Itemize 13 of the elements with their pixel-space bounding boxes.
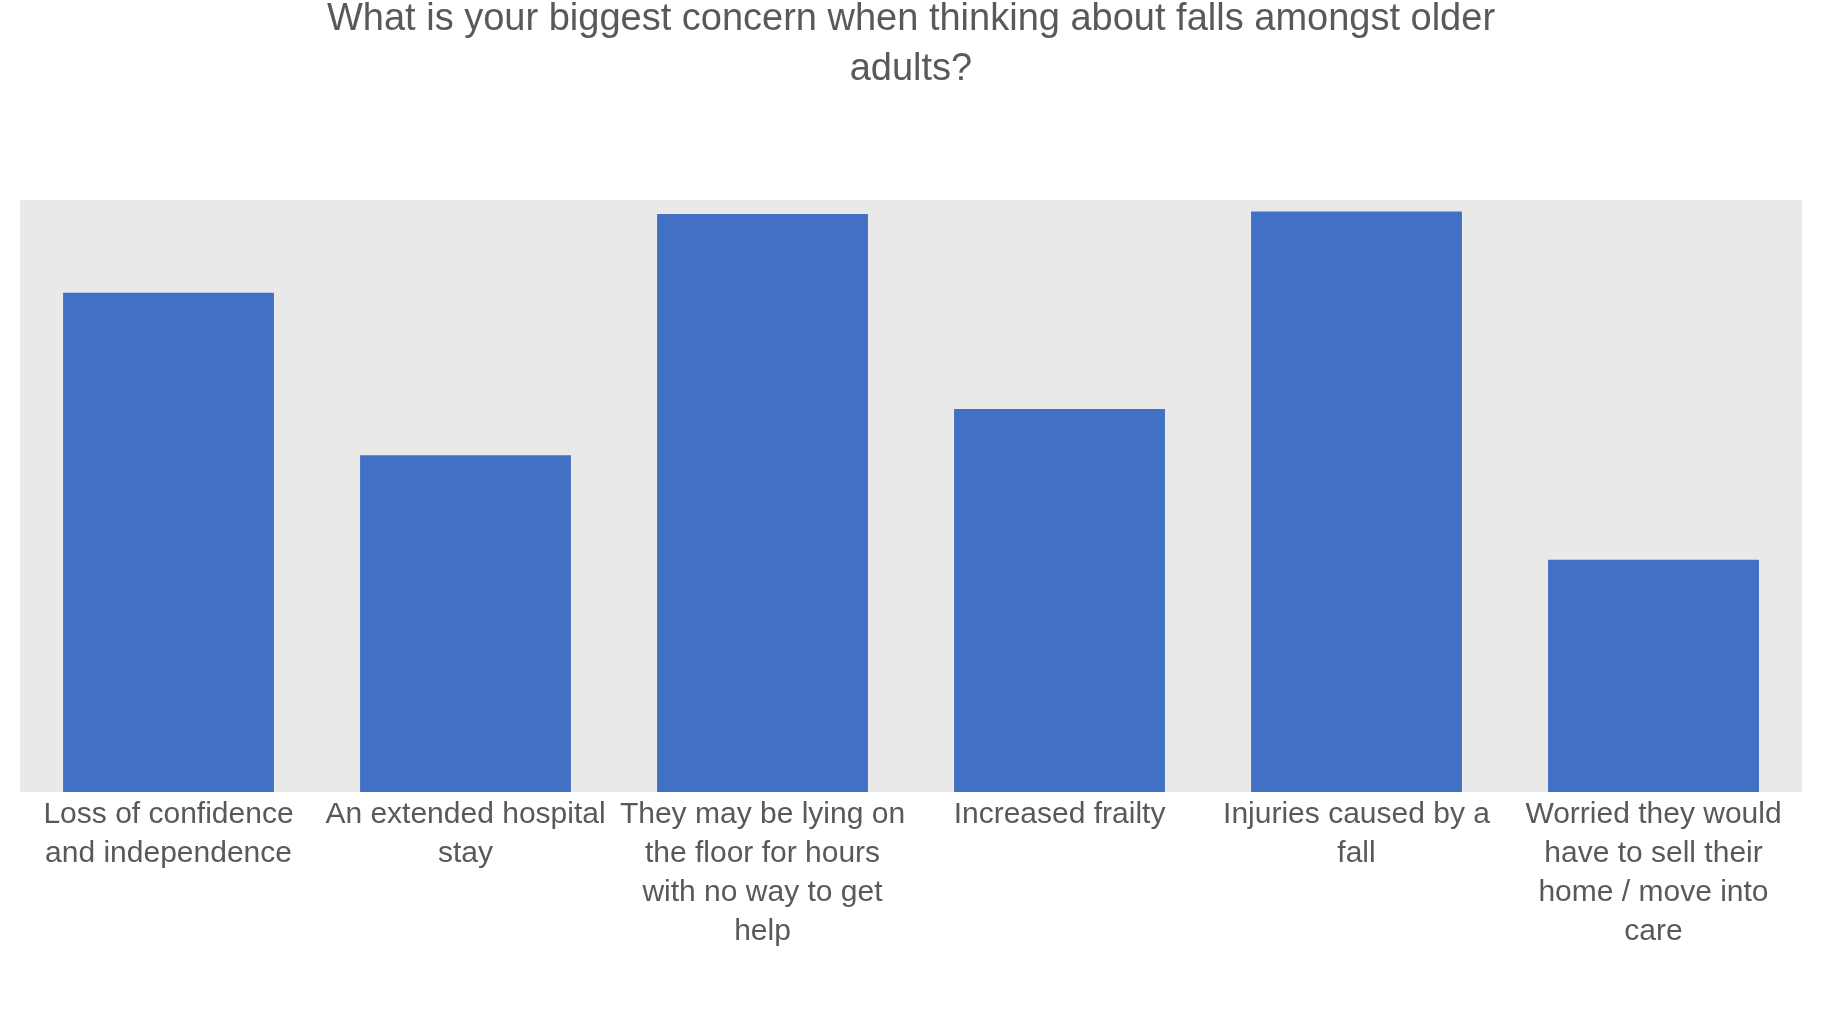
x-tick-label: They may be lying on the floor for hours with no way to get help — [619, 796, 906, 946]
bar — [954, 408, 1165, 792]
chart-title: What is your biggest concern when thinking about falls amongst older adults? — [326, 0, 1496, 88]
bar — [360, 455, 571, 792]
x-tick-label: Loss of confidence and independence — [43, 796, 294, 868]
x-tick-label: Injuries caused by a fall — [1223, 796, 1491, 868]
bar — [1251, 211, 1462, 792]
x-tick-label: An extended hospital stay — [325, 796, 606, 868]
x-tick-label: Increased frailty — [953, 796, 1166, 829]
bar — [657, 213, 868, 792]
bar — [1548, 559, 1759, 792]
x-tick-label: Worried they would have to sell their home / move into care — [1525, 796, 1782, 946]
bar — [63, 292, 274, 792]
